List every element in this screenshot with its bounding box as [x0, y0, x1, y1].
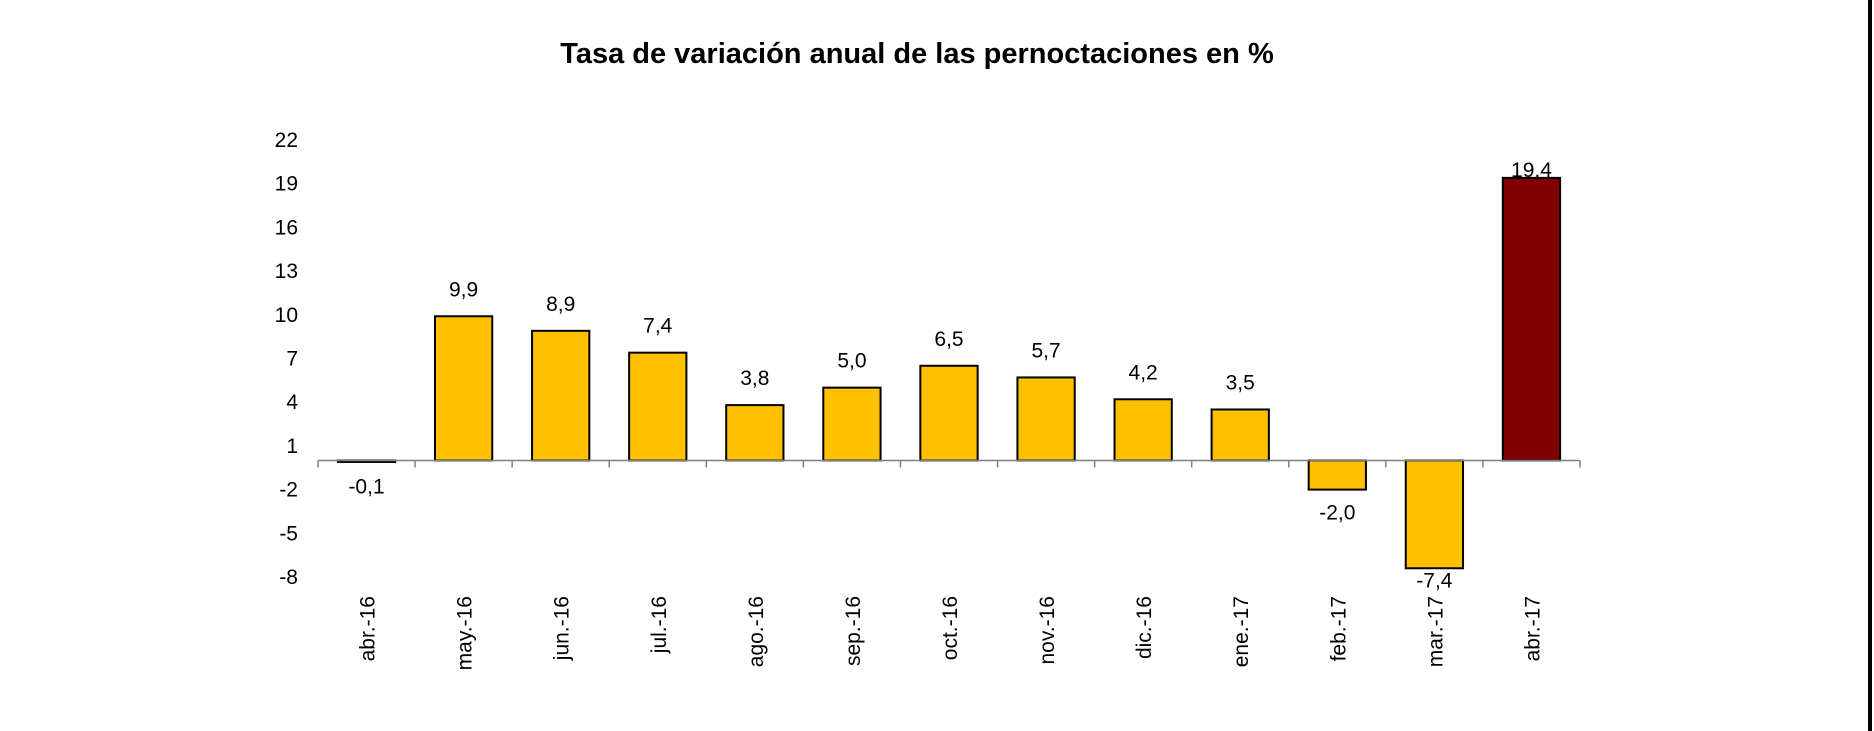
- bar-oct.-16: [919, 364, 979, 462]
- y-tick-label: 19: [275, 173, 298, 196]
- data-label: 19,4: [1511, 159, 1552, 182]
- y-tick-label: 10: [275, 304, 298, 327]
- y-tick-label: -2: [279, 479, 298, 502]
- data-label: -7,4: [1416, 569, 1453, 592]
- data-label: 6,5: [934, 328, 963, 351]
- category-label: may.-16: [454, 596, 477, 670]
- y-tick-label: 1: [286, 435, 298, 458]
- data-label: -2,0: [1319, 502, 1355, 525]
- x-axis: [317, 459, 1581, 468]
- category-label: feb.-17: [1327, 596, 1350, 661]
- data-label: 4,2: [1129, 361, 1158, 384]
- data-label: 9,9: [449, 278, 478, 301]
- category-label: dic.-16: [1133, 596, 1156, 659]
- bar-jul.-16: [628, 351, 688, 462]
- category-label: mar.-17: [1424, 596, 1447, 667]
- category-label: ene.-17: [1230, 596, 1253, 667]
- bar-mar.-17: [1404, 459, 1465, 570]
- category-label: nov.-16: [1036, 596, 1059, 665]
- bars: [336, 176, 1562, 570]
- page-edge-rule: [1868, 0, 1872, 731]
- data-label: 3,8: [740, 367, 769, 390]
- y-tick-label: -8: [279, 566, 298, 589]
- data-label: 5,0: [837, 350, 866, 373]
- y-tick-label: 16: [275, 216, 298, 239]
- bar-nov.-16: [1016, 376, 1076, 462]
- bar-ene.-17: [1210, 408, 1270, 462]
- bar-may.-16: [433, 315, 494, 462]
- data-label: 3,5: [1226, 371, 1255, 394]
- chart-title: Tasa de variación anual de las pernoctac…: [560, 38, 1274, 70]
- category-label: jul.-16: [648, 596, 671, 654]
- y-tick-label: 7: [286, 348, 298, 371]
- data-label: 5,7: [1031, 339, 1060, 362]
- bar-sep.-16: [822, 386, 882, 462]
- category-label: sep.-16: [842, 596, 865, 666]
- category-label: oct.-16: [939, 596, 962, 660]
- category-labels: abr.-16 may.-16 jun.-16 jul.-16 ago.-16 sep.-…: [357, 596, 1545, 670]
- y-tick-label: 13: [275, 260, 298, 283]
- data-label: -0,1: [348, 475, 384, 498]
- data-label: 7,4: [643, 315, 673, 338]
- data-labels: -0,1 9,9 8,9 7,4 3,8 5,0 6,5 5,7 4,2 3,5 -2,0 -7,4 1…: [348, 159, 1552, 592]
- bar-dic.-16: [1113, 398, 1173, 462]
- bar-feb.-17: [1307, 459, 1367, 491]
- bar-ago.-16: [725, 404, 785, 462]
- category-label: abr.-16: [357, 596, 380, 661]
- bar-jun.-16: [531, 329, 591, 462]
- y-tick-label: -5: [279, 522, 298, 545]
- category-label: abr.-17: [1521, 596, 1544, 661]
- y-axis-ticks: 22 19 16 13 10 7 4 1 -2 -5 -8: [275, 129, 299, 589]
- y-tick-label: 22: [275, 129, 298, 152]
- data-label: 8,9: [546, 293, 575, 316]
- bar-abr.-17: [1501, 176, 1562, 462]
- y-tick-label: 4: [286, 391, 298, 414]
- category-label: ago.-16: [745, 596, 768, 667]
- category-label: jun.-16: [551, 596, 574, 661]
